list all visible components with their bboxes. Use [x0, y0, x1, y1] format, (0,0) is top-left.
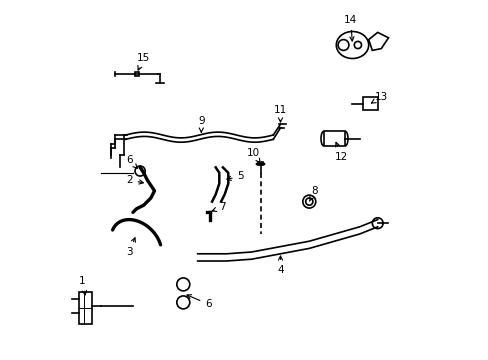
Text: 1: 1 [79, 276, 86, 295]
Bar [363, 97, 377, 110]
Text: 4: 4 [277, 256, 283, 275]
Text: 7: 7 [212, 202, 226, 212]
Text: 5: 5 [226, 171, 244, 181]
Text: 11: 11 [273, 105, 286, 122]
Text: 8: 8 [309, 186, 317, 201]
Bar [258, 162, 263, 165]
Bar [134, 72, 139, 76]
Text: 3: 3 [126, 238, 135, 257]
Text: 9: 9 [198, 116, 204, 132]
Text: 6: 6 [186, 295, 211, 309]
Text: 14: 14 [344, 15, 357, 41]
Text: 12: 12 [334, 142, 347, 162]
Text: 2: 2 [126, 175, 143, 185]
Text: 6: 6 [126, 155, 137, 168]
Text: 15: 15 [137, 53, 150, 70]
Text: 13: 13 [371, 92, 387, 103]
Bar [79, 292, 91, 324]
Bar [323, 131, 345, 146]
Text: 10: 10 [246, 148, 260, 163]
